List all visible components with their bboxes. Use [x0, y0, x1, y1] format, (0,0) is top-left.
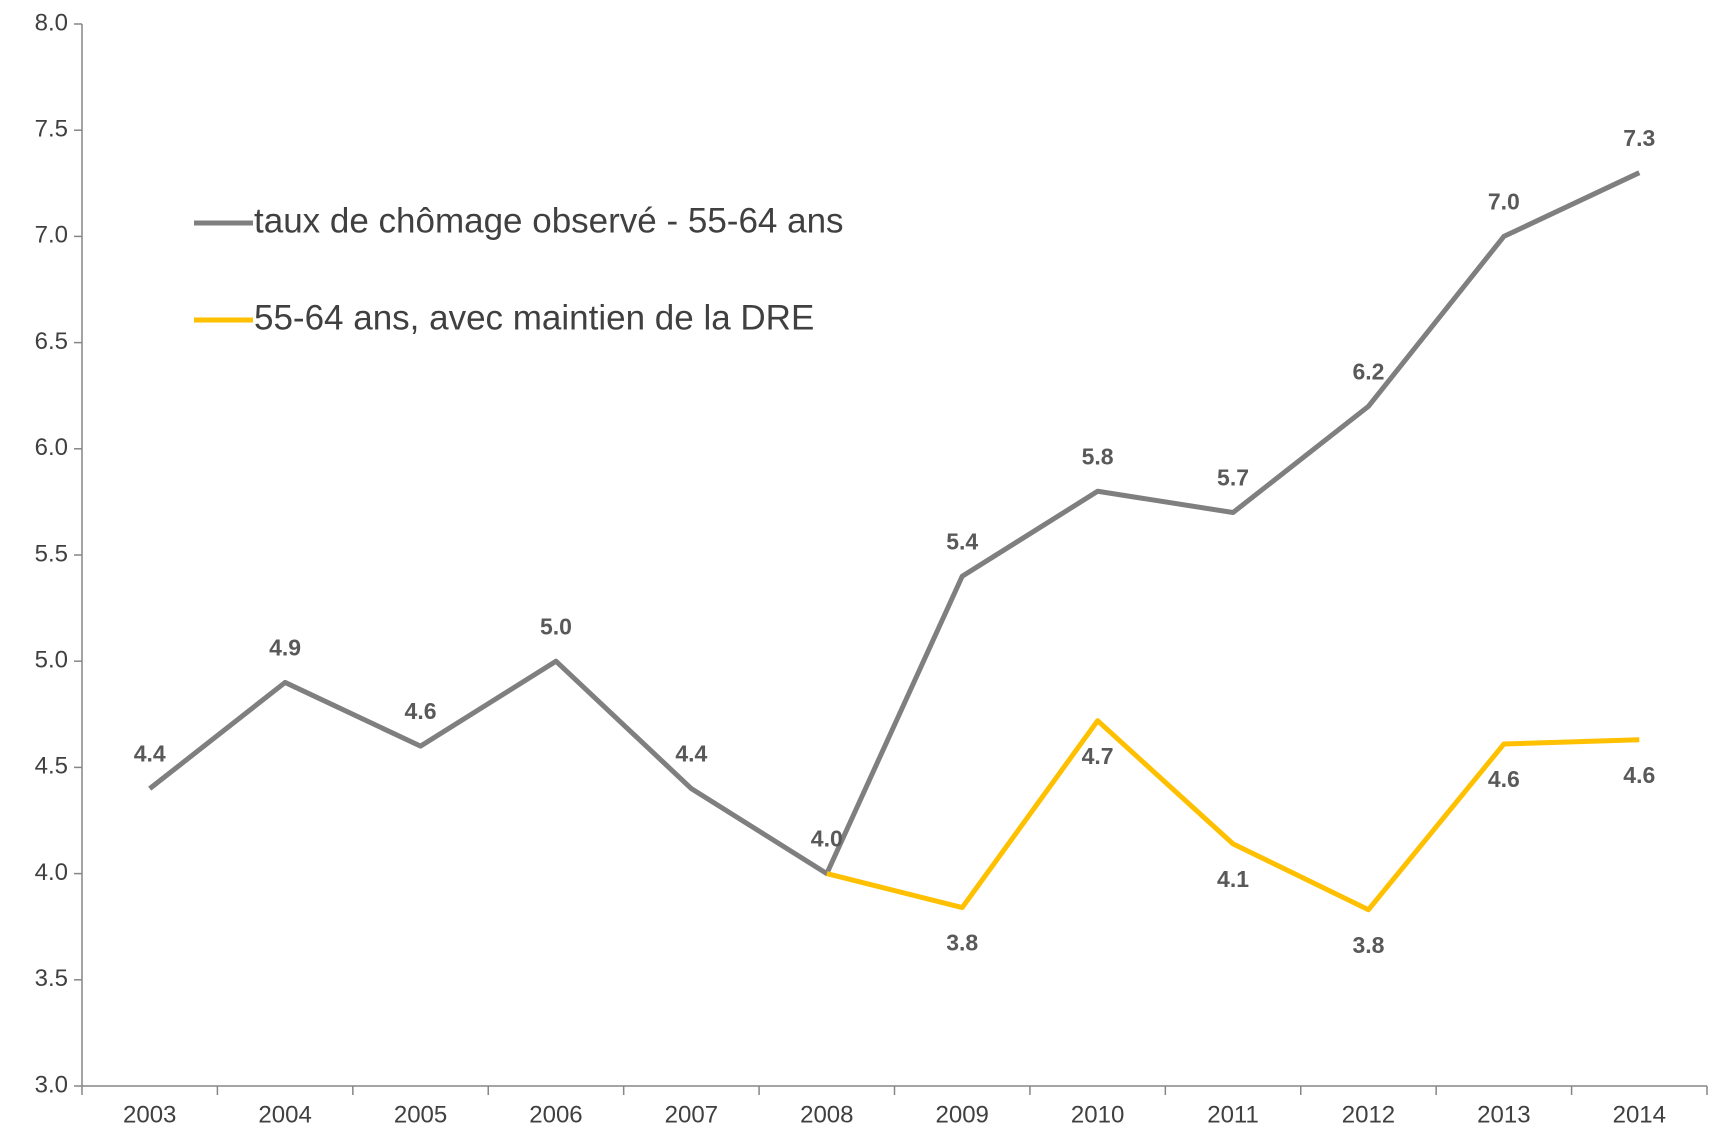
y-tick-label: 8.0 [35, 9, 68, 36]
y-tick-label: 3.0 [35, 1071, 68, 1098]
data-label: 5.8 [1082, 443, 1114, 469]
x-tick-label: 2005 [394, 1101, 447, 1128]
data-label: 4.1 [1217, 866, 1249, 892]
data-label: 7.3 [1623, 125, 1655, 151]
data-label: 5.7 [1217, 465, 1249, 491]
y-tick-label: 6.5 [35, 328, 68, 355]
y-tick-label: 6.0 [35, 434, 68, 461]
x-tick-label: 2013 [1477, 1101, 1530, 1128]
data-label: 4.9 [269, 635, 301, 661]
y-tick-label: 4.5 [35, 753, 68, 780]
data-label: 4.6 [1623, 762, 1655, 788]
x-tick-label: 2011 [1207, 1101, 1259, 1128]
data-label: 5.4 [946, 528, 978, 554]
y-tick-label: 4.0 [35, 859, 68, 886]
x-tick-label: 2014 [1613, 1101, 1666, 1128]
data-label: 4.6 [1488, 766, 1520, 792]
y-tick-label: 7.0 [35, 222, 68, 249]
legend-label: 55-64 ans, avec maintien de la DRE [254, 298, 814, 337]
y-tick-label: 5.0 [35, 647, 68, 674]
data-label: 7.0 [1488, 188, 1520, 214]
series-line [826, 718, 1640, 913]
x-tick-label: 2006 [529, 1101, 582, 1128]
y-tick-label: 5.5 [35, 540, 68, 567]
x-tick-label: 2007 [665, 1101, 718, 1128]
x-tick-label: 2003 [123, 1101, 176, 1128]
x-tick-label: 2008 [800, 1101, 853, 1128]
data-label: 4.7 [1082, 743, 1114, 769]
data-label: 4.4 [675, 741, 707, 767]
data-label: 3.8 [946, 930, 978, 956]
data-label: 4.4 [134, 741, 166, 767]
y-tick-label: 7.5 [35, 116, 68, 143]
x-tick-label: 2004 [258, 1101, 311, 1128]
data-label: 6.2 [1352, 358, 1384, 384]
legend-label: taux de chômage observé - 55-64 ans [254, 201, 844, 240]
data-label: 5.0 [540, 613, 572, 639]
y-tick-label: 3.5 [35, 965, 68, 992]
data-label: 4.0 [811, 826, 843, 852]
series-line [148, 170, 1641, 877]
data-label: 4.6 [405, 698, 437, 724]
x-tick-label: 2009 [936, 1101, 989, 1128]
data-label: 3.8 [1352, 932, 1384, 958]
x-tick-label: 2012 [1342, 1101, 1395, 1128]
x-tick-label: 2010 [1071, 1101, 1124, 1128]
